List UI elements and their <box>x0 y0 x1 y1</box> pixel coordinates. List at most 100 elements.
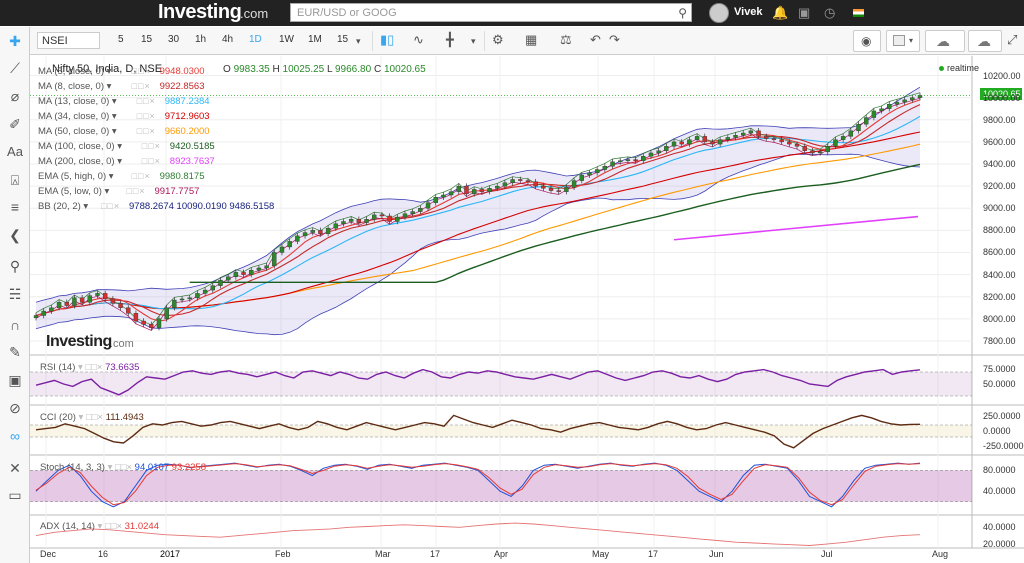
indicator-controls-icon[interactable]: ▾ □□× <box>75 362 106 373</box>
indicator-pane-title[interactable]: CCI (20) <box>40 412 76 423</box>
tools-icon[interactable]: ✕ <box>9 460 21 476</box>
indicator-controls-icon[interactable]: □□× <box>131 81 151 91</box>
time-axis-label: May <box>592 549 610 559</box>
text-tool-icon[interactable]: Aa <box>7 144 23 159</box>
candle-body <box>579 174 584 181</box>
indicator-controls-icon[interactable]: □□× <box>136 111 156 121</box>
symbol-input[interactable]: NSEI <box>37 32 100 49</box>
indicator-controls-icon[interactable]: □□× <box>101 201 121 211</box>
undo-icon[interactable]: ↶ <box>590 32 601 47</box>
timeframe-1h[interactable]: 1h <box>195 34 207 45</box>
user-name[interactable]: Vivek <box>734 6 763 18</box>
fib-icon[interactable]: ≡ <box>10 199 20 215</box>
indicator-label[interactable]: MA (34, close, 0) ▾ <box>38 111 117 122</box>
search-icon[interactable]: ⚲ <box>678 6 687 20</box>
indicator-value: 9660.2000 <box>164 126 210 137</box>
fullscreen-icon[interactable]: ⤢ <box>1007 32 1018 47</box>
price-axis-label: 10000.00 <box>983 92 1021 103</box>
candle-body <box>126 307 131 314</box>
timeframe-30m[interactable]: 30 <box>168 34 180 45</box>
line-chart-icon[interactable]: ∿ <box>413 32 424 47</box>
indicator-label[interactable]: MA (200, close, 0) ▾ <box>38 156 122 167</box>
bell-icon[interactable]: 🔔 <box>772 5 789 20</box>
candle-body <box>79 297 85 303</box>
investing-logo[interactable]: Investing <box>158 1 242 23</box>
indicator-label[interactable]: EMA (5, high, 0) ▾ <box>38 171 114 182</box>
candle-body <box>902 99 907 103</box>
indicator-label[interactable]: MA (100, close, 0) ▾ <box>38 141 122 152</box>
screenshot-button[interactable]: ◉ <box>853 30 881 52</box>
pattern-icon[interactable]: ⍓ <box>10 172 20 188</box>
avatar[interactable] <box>709 3 729 23</box>
pitchfork-icon[interactable]: ⌀ <box>10 88 20 104</box>
indicator-pane-title[interactable]: ADX (14, 14) <box>40 521 95 532</box>
india-flag-icon[interactable] <box>853 9 864 17</box>
trendline-icon[interactable]: ⟋ <box>10 60 20 76</box>
crosshair-icon[interactable]: ✚ <box>9 33 21 49</box>
timeframe-1m[interactable]: 1M <box>308 34 322 45</box>
bars-chart-icon[interactable]: ╋ <box>446 32 454 47</box>
trash-icon[interactable]: ▭ <box>8 487 22 503</box>
indicator-controls-icon[interactable]: □□× <box>136 96 156 106</box>
indicator-controls-icon[interactable]: ▾ □□× <box>75 412 106 423</box>
candle-body <box>694 136 700 140</box>
indicator-label[interactable]: EMA (5, low, 0) ▾ <box>38 186 110 197</box>
link-icon[interactable]: ∞ <box>10 428 20 444</box>
candle-body <box>756 130 761 137</box>
chevron-down-icon[interactable]: ▾ <box>471 36 476 46</box>
indicator-value: 8923.7637 <box>169 156 215 167</box>
chevron-down-icon[interactable]: ▾ <box>356 36 361 46</box>
candle-body <box>164 307 169 320</box>
indicator-controls-icon[interactable]: ▾ □□× <box>104 462 135 473</box>
last-price-tag: 10020.65 <box>980 88 1022 100</box>
indicator-controls-icon[interactable]: □□× <box>136 126 156 136</box>
indicator-pane-title[interactable]: Stoch (14, 3, 3) <box>40 462 105 473</box>
time-axis-label: 16 <box>98 549 109 559</box>
indicator-controls-icon[interactable]: □□× <box>131 171 151 181</box>
hide-icon[interactable]: ⊘ <box>9 400 21 416</box>
indicators-icon[interactable]: ▦ <box>525 32 538 47</box>
compare-icon[interactable]: ⚖ <box>560 32 572 47</box>
candles-chart-icon[interactable]: ▮▯ <box>380 32 395 47</box>
indicator-label[interactable]: MA (8, close, 0) ▾ <box>38 81 112 92</box>
indicator-controls-icon[interactable]: □□× <box>141 156 161 166</box>
magnet-icon[interactable]: ∩ <box>9 317 21 333</box>
indicator-value: 9917.7757 <box>154 186 200 197</box>
clock-icon[interactable]: ◷ <box>824 5 836 20</box>
lock-icon[interactable]: ▣ <box>8 372 22 388</box>
arrow-left-icon[interactable]: ❮ <box>9 227 21 243</box>
indicator-controls-icon[interactable]: □□× <box>131 66 151 76</box>
layout-button[interactable]: ▾ <box>886 30 920 52</box>
price-axis-label: 7800.00 <box>983 335 1016 346</box>
indicator-label[interactable]: MA (13, close, 0) ▾ <box>38 96 117 107</box>
save-cloud-button[interactable]: ☁ <box>925 30 965 52</box>
brush-icon[interactable]: ✐ <box>9 116 21 132</box>
indicator-label[interactable]: BB (20, 2) ▾ <box>38 201 89 212</box>
candle-body <box>802 146 807 151</box>
search-input[interactable]: EUR/USD or GOOG ⚲ <box>290 3 692 22</box>
measure-icon[interactable]: ☵ <box>8 286 22 302</box>
timeframe-4h[interactable]: 4h <box>222 34 234 45</box>
timeframe-1w[interactable]: 1W <box>279 34 294 45</box>
candle-body <box>325 227 331 234</box>
chart-canvas[interactable] <box>30 56 1024 563</box>
candle-body <box>641 156 646 161</box>
candle-body <box>910 97 915 101</box>
indicator-pane-label: ADX (14, 14) ▾ □□× 31.0244 <box>40 521 159 532</box>
load-cloud-button[interactable]: ☁ <box>968 30 1002 52</box>
indicator-label[interactable]: MA (5, close, 0) ▾ <box>38 66 112 77</box>
indicator-label[interactable]: MA (50, close, 0) ▾ <box>38 126 117 137</box>
indicator-pane-title[interactable]: RSI (14) <box>40 362 76 373</box>
timeframe-15m[interactable]: 15 <box>141 34 153 45</box>
redo-icon[interactable]: ↷ <box>609 32 620 47</box>
timeframe-1d[interactable]: 1D <box>249 34 262 45</box>
portfolio-icon[interactable]: ▣ <box>798 5 811 20</box>
indicator-controls-icon[interactable]: □□× <box>141 141 161 151</box>
gear-icon[interactable]: ⚙ <box>492 32 504 47</box>
indicator-controls-icon[interactable]: ▾ □□× <box>94 521 125 532</box>
pencil-lock-icon[interactable]: ✎ <box>9 344 21 360</box>
timeframe-custom[interactable]: 15 <box>337 34 349 45</box>
indicator-controls-icon[interactable]: □□× <box>126 186 146 196</box>
zoom-icon[interactable]: ⚲ <box>9 258 21 274</box>
timeframe-5m[interactable]: 5 <box>118 34 124 45</box>
